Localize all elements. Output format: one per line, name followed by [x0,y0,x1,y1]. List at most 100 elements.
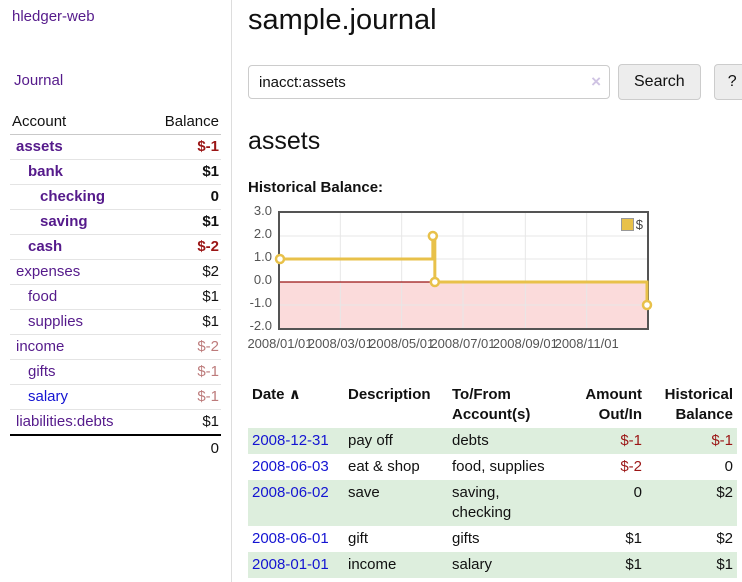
transaction-date-link[interactable]: 2008-06-02 [252,484,329,501]
account-row: checking 0 [10,184,221,210]
account-row: gifts $-1 [10,359,221,385]
account-link-income[interactable]: income [16,338,65,355]
date-column-header[interactable]: Date ∧ [252,386,301,403]
transaction-accounts: debts [452,432,489,449]
x-axis-tick-label: 2008/07/01 [430,336,496,351]
account-row: bank $1 [10,159,221,185]
x-axis-tick-label: 2008/01/01 [247,336,313,351]
account-balance: $-1 [145,359,221,385]
transaction-accounts: salary [452,556,493,573]
help-button[interactable]: ? [713,64,742,100]
accounts-table-body: assets $-1 bank $1 checking 0 saving $1 cash $-2 e… [10,134,221,461]
balance-column-header-register: Historical Balance [664,386,733,423]
account-row: assets $-1 [10,134,221,160]
x-axis-tick-label: 2008/11/01 [554,336,619,351]
transaction-date-link[interactable]: 2008-01-01 [252,556,329,573]
legend-label: $ [635,217,643,232]
transaction-balance: $1 [716,556,733,573]
x-axis-tick-label: 2008/03/01 [307,336,373,351]
chart-legend: $ [619,217,644,232]
account-link-saving[interactable]: saving [40,213,88,230]
transaction-accounts: gifts [452,530,480,547]
search-input[interactable] [248,65,610,99]
transaction-row: 2008-12-31 pay off debts $-1 $-1 [248,428,737,454]
account-link-cash[interactable]: cash [28,238,63,255]
y-axis-tick-label: -1.0 [249,295,272,310]
account-column-header: Account [10,110,146,135]
transaction-row: 2008-06-02 save saving, checking 0 $2 [248,480,737,526]
account-balance: 0 [145,184,221,210]
account-balance: $-2 [145,334,221,360]
transaction-amount: $-1 [620,432,642,449]
x-axis-tick-label: 2008/05/01 [369,336,435,351]
account-balance: $1 [145,309,221,335]
account-balance: $1 [145,409,221,436]
y-axis-tick-label: -2.0 [249,318,272,333]
historical-balance-chart: $ 3.0 2.0 1.0 0.0 -1.0 -2.0 2008/01/01 2008/03/… [247,204,742,358]
clear-search-icon[interactable]: × [591,72,601,91]
y-axis-tick-label: 0.0 [253,272,272,287]
page-title: sample.journal [248,4,437,36]
transaction-date-link[interactable]: 2008-12-31 [252,432,329,449]
legend-swatch [620,218,634,231]
account-balance: $2 [145,259,221,285]
sidebar-item-journal[interactable]: Journal [14,72,64,89]
account-link-checking[interactable]: checking [40,188,106,205]
main-content: sample.journal × Search ? assets Histori… [232,0,742,582]
transaction-description: save [348,484,380,501]
account-balance: $1 [145,284,221,310]
sort-asc-icon: ∧ [288,386,301,403]
transaction-description: gift [348,530,369,547]
transaction-balance: $-1 [711,432,733,449]
account-row: food $1 [10,284,221,310]
y-axis-tick-label: 3.0 [253,203,272,218]
account-row: salary $-1 [10,384,221,410]
account-row: cash $-2 [10,234,221,260]
chart-plot-area: $ [274,211,653,330]
register-table: Date ∧ Description To/From Account(s) Am… [248,382,737,578]
y-axis-tick-label: 2.0 [253,226,272,241]
transaction-balance: 0 [724,458,733,475]
account-link-liabilities-debts[interactable]: liabilities:debts [16,413,114,430]
account-link-gifts[interactable]: gifts [28,363,56,380]
account-row: saving $1 [10,209,221,235]
account-row: supplies $1 [10,309,221,335]
account-row: income $-2 [10,334,221,360]
transaction-balance: $2 [716,530,733,547]
x-axis-tick-label: 2008/09/01 [492,336,558,351]
account-link-supplies[interactable]: supplies [28,313,84,330]
register-header-row: Date ∧ Description To/From Account(s) Am… [248,382,737,428]
app-title-link[interactable]: hledger-web [12,8,95,25]
accounts-total-row: 0 [10,434,221,461]
transaction-date-link[interactable]: 2008-06-03 [252,458,329,475]
transaction-balance: $2 [716,484,733,501]
register-table-body: 2008-12-31 pay off debts $-1 $-1 2008-06-03 ea… [248,428,737,578]
account-heading: assets [248,127,321,155]
transaction-description: income [348,556,397,573]
transaction-row: 2008-01-01 income salary $1 $1 [248,552,737,578]
account-link-expenses[interactable]: expenses [16,263,81,280]
sidebar: hledger-web Journal Account Balance asse… [0,0,232,582]
transaction-accounts: food, supplies [452,458,545,475]
account-link-food[interactable]: food [28,288,58,305]
transaction-description: pay off [348,432,393,449]
transaction-amount: $-2 [620,458,642,475]
account-row: expenses $2 [10,259,221,285]
account-link-salary[interactable]: salary [28,388,69,405]
account-link-bank[interactable]: bank [28,163,64,180]
transaction-date-link[interactable]: 2008-06-01 [252,530,329,547]
transaction-row: 2008-06-01 gift gifts $1 $2 [248,526,737,552]
y-axis-tick-label: 1.0 [253,249,272,264]
transaction-amount: $1 [625,530,642,547]
accounts-total-value: 0 [145,434,221,461]
account-balance: $1 [145,159,221,185]
accounts-table-header: Account Balance [10,110,221,135]
account-link-assets[interactable]: assets [16,138,63,155]
accounts-balance-table: Account Balance assets $-1 bank $1 checking 0… [10,110,221,461]
chart-canvas [274,213,653,328]
transaction-description: eat & shop [348,458,420,475]
transaction-amount: $1 [625,556,642,573]
transaction-row: 2008-06-03 eat & shop food, supplies $-2 0 [248,454,737,480]
accounts-column-header: To/From Account(s) [452,386,531,423]
search-button[interactable]: Search [618,64,701,100]
